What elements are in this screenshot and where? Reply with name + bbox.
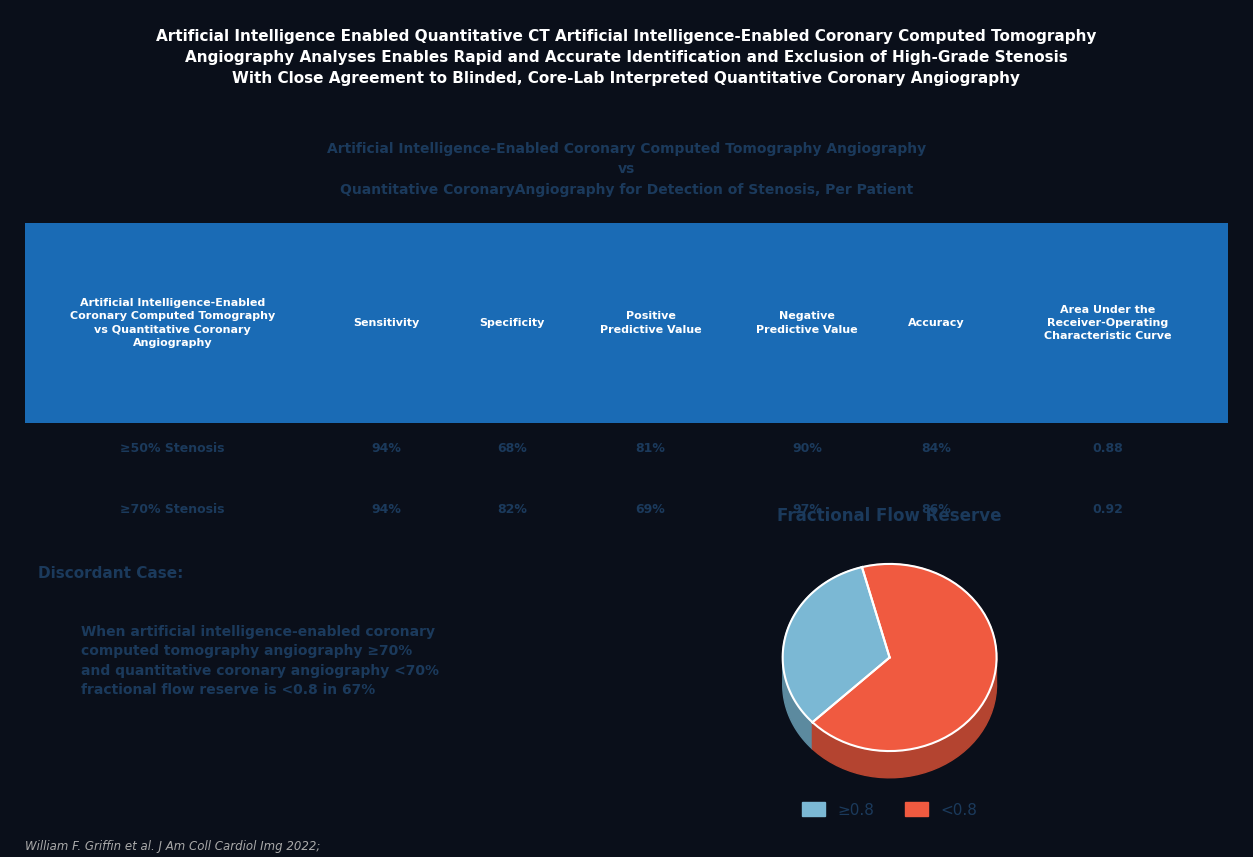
Text: 84%: 84% [921, 441, 951, 454]
Text: When artificial intelligence-enabled coronary
computed tomography angiography ≥7: When artificial intelligence-enabled cor… [80, 625, 439, 697]
Text: Artificial Intelligence-Enabled Coronary Computed Tomography Angiography
vs
Quan: Artificial Intelligence-Enabled Coronary… [327, 141, 926, 197]
Polygon shape [783, 567, 890, 722]
Text: Specificity: Specificity [480, 318, 545, 328]
Text: 81%: 81% [635, 441, 665, 454]
Text: 0.92: 0.92 [1093, 503, 1123, 516]
Polygon shape [812, 653, 996, 778]
Polygon shape [783, 653, 812, 749]
Text: 68%: 68% [497, 441, 528, 454]
Text: Artificial Intelligence-Enabled
Coronary Computed Tomography
vs Quantitative Cor: Artificial Intelligence-Enabled Coronary… [70, 298, 276, 348]
Text: Discordant Case:: Discordant Case: [38, 566, 183, 581]
Text: 94%: 94% [371, 503, 401, 516]
Text: Area Under the
Receiver-Operating
Characteristic Curve: Area Under the Receiver-Operating Charac… [1044, 305, 1172, 341]
Polygon shape [812, 564, 996, 751]
Text: 82%: 82% [497, 503, 528, 516]
Text: ≥50% Stenosis: ≥50% Stenosis [120, 441, 224, 454]
Text: 90%: 90% [792, 441, 822, 454]
Text: 86%: 86% [921, 503, 951, 516]
Text: ≥70% Stenosis: ≥70% Stenosis [120, 503, 224, 516]
Text: Negative
Predictive Value: Negative Predictive Value [756, 311, 858, 335]
Legend: ≥0.8, <0.8: ≥0.8, <0.8 [796, 796, 984, 824]
Text: 69%: 69% [635, 503, 665, 516]
Text: 97%: 97% [792, 503, 822, 516]
Text: Accuracy: Accuracy [908, 318, 965, 328]
Text: 0.88: 0.88 [1093, 441, 1123, 454]
Bar [25, 223, 1228, 423]
Text: Sensitivity: Sensitivity [353, 318, 419, 328]
Text: Positive
Predictive Value: Positive Predictive Value [600, 311, 702, 335]
Text: 94%: 94% [371, 441, 401, 454]
Text: William F. Griffin et al. J Am Coll Cardiol Img 2022;: William F. Griffin et al. J Am Coll Card… [25, 840, 321, 853]
Text: Artificial Intelligence Enabled Quantitative CT Artificial Intelligence-Enabled : Artificial Intelligence Enabled Quantita… [157, 29, 1096, 87]
Text: Fractional Flow Reserve: Fractional Flow Reserve [777, 507, 1002, 525]
